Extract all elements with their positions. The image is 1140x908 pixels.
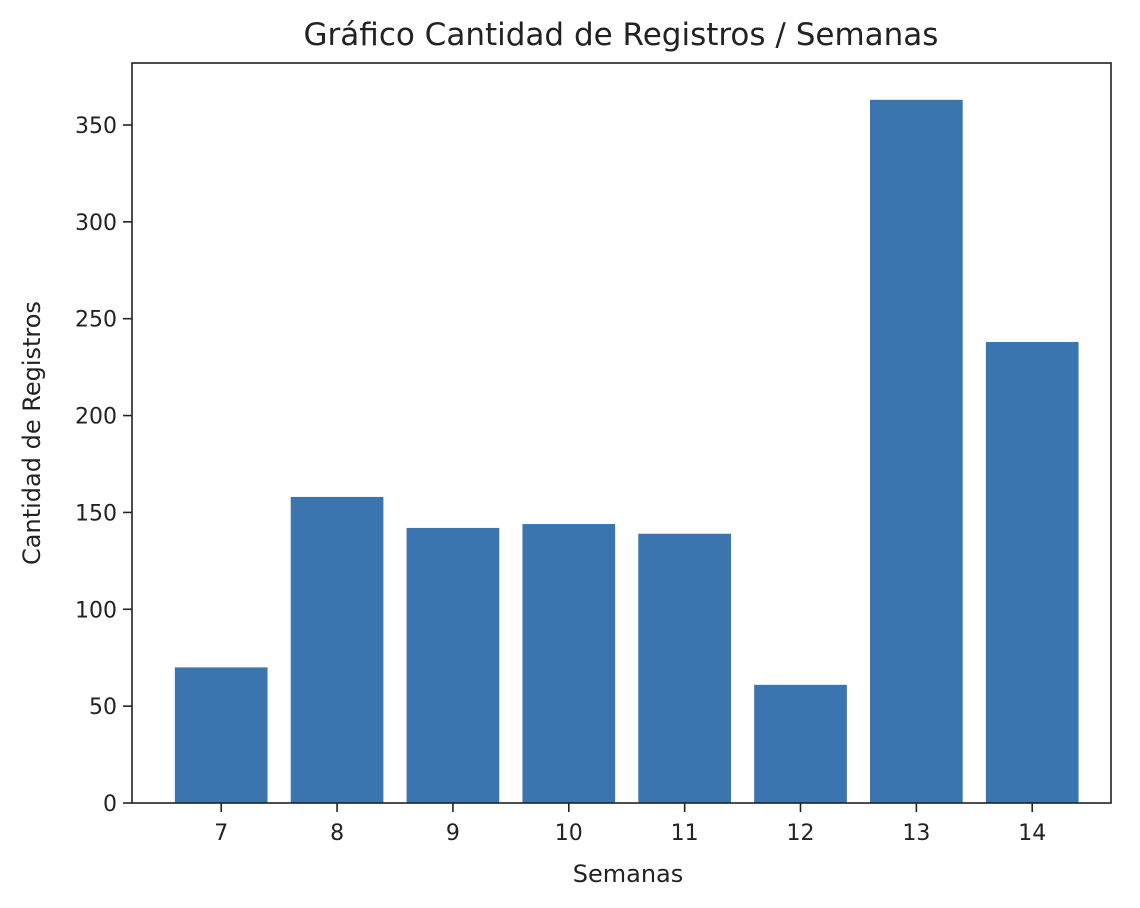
x-axis-ticks: 7 8 9 10 11 12 13 14 [214,803,1046,846]
bars-group [174,99,1079,804]
bar-week-13 [870,99,963,804]
y-tick-label: 300 [75,211,117,236]
x-tick-label: 12 [787,821,815,846]
x-tick-label: 13 [902,821,930,846]
y-tick-label: 350 [75,114,117,139]
bar-week-12 [754,684,847,803]
bar-week-7 [174,667,268,803]
bar-week-14 [985,341,1079,803]
x-tick-label: 9 [446,821,460,846]
plot-frame [131,62,1112,804]
bar-week-11 [638,533,731,803]
x-tick-label: 7 [214,821,228,846]
y-tick-label: 200 [75,405,117,430]
y-tick-label: 150 [75,501,117,526]
y-tick-label: 100 [75,598,117,623]
y-tick-label: 0 [103,792,117,817]
y-axis-label: Cantidad de Registros [18,301,46,565]
x-tick-label: 10 [555,821,583,846]
chart-title: Gráfico Cantidad de Registros / Semanas [304,17,939,53]
y-axis-ticks: 0 50 100 150 200 250 300 350 [75,114,132,817]
y-tick-label: 250 [75,308,117,333]
bar-week-10 [522,524,616,803]
x-axis-label: Semanas [573,860,684,888]
bar-week-8 [290,496,384,803]
x-tick-label: 8 [330,821,344,846]
x-tick-label: 11 [671,821,699,846]
y-tick-label: 50 [89,695,117,720]
bar-week-9 [406,527,500,803]
x-tick-label: 14 [1018,821,1046,846]
